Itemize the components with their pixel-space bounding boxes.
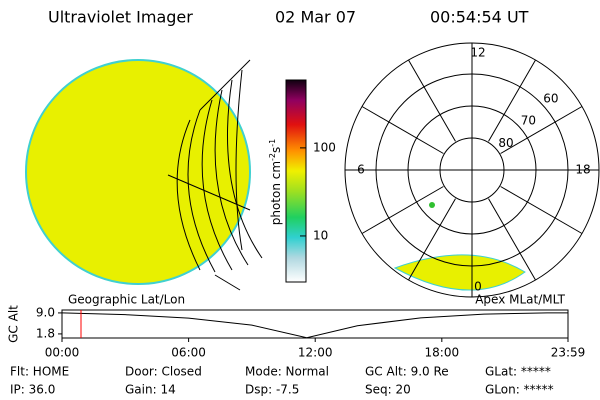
lat-label: 80	[498, 136, 513, 150]
time: 00:54:54 UT	[430, 8, 529, 27]
globe	[25, 59, 263, 291]
colorbar	[285, 79, 307, 283]
status-field: IP: 36.0	[10, 383, 55, 397]
x-tick-label: 06:00	[171, 346, 206, 360]
mlt-spoke	[488, 59, 536, 142]
x-tick-label: 23:59	[551, 346, 586, 360]
lat-ring	[439, 137, 505, 203]
date: 02 Mar 07	[275, 8, 356, 27]
right-label: Apex MLat/MLT	[475, 293, 565, 307]
mlt-label: 12	[470, 46, 485, 60]
mlt-spoke	[361, 186, 444, 234]
status-field: GLat: *****	[485, 365, 551, 379]
mlt-spoke	[500, 186, 583, 234]
colorbar-tick-label: 10	[313, 228, 328, 242]
y-tick-label: 9.0	[36, 305, 55, 319]
mlt-spoke	[488, 198, 536, 281]
status-field: Gain: 14	[125, 383, 176, 397]
lat-ring	[375, 73, 569, 267]
x-tick-label: 18:00	[425, 346, 460, 360]
x-tick-label: 00:00	[45, 346, 80, 360]
title: Ultraviolet Imager	[48, 8, 193, 27]
status-field: GLon: *****	[485, 383, 554, 397]
lat-label: 70	[521, 114, 536, 128]
mlt-label: 18	[575, 163, 590, 177]
lat-label: 60	[543, 91, 558, 105]
status-field: Seq: 20	[365, 383, 411, 397]
alt-line	[61, 312, 568, 339]
y-label: GC Alt	[7, 305, 21, 343]
x-tick-label: 12:00	[298, 346, 333, 360]
lat-ring	[407, 105, 537, 235]
colorbar-label: photon cm-2s-1	[268, 139, 283, 226]
mlt-label: 0	[474, 280, 482, 294]
status-field: GC Alt: 9.0 Re	[365, 365, 449, 379]
status-field: Mode: Normal	[245, 365, 329, 379]
mlt-spoke	[500, 106, 583, 154]
status-field: Flt: HOME	[10, 365, 69, 379]
mlt-spoke	[361, 106, 444, 154]
left-label: Geographic Lat/Lon	[68, 293, 185, 307]
y-tick-label: 1.8	[36, 326, 55, 340]
mlt-label: 6	[357, 163, 365, 177]
status-field: Door: Closed	[125, 365, 202, 379]
colorbar-tick-label: 100	[313, 140, 336, 154]
status-field: Dsp: -7.5	[245, 383, 299, 397]
mlt-spoke	[408, 59, 456, 142]
mlt-spoke	[408, 198, 456, 281]
